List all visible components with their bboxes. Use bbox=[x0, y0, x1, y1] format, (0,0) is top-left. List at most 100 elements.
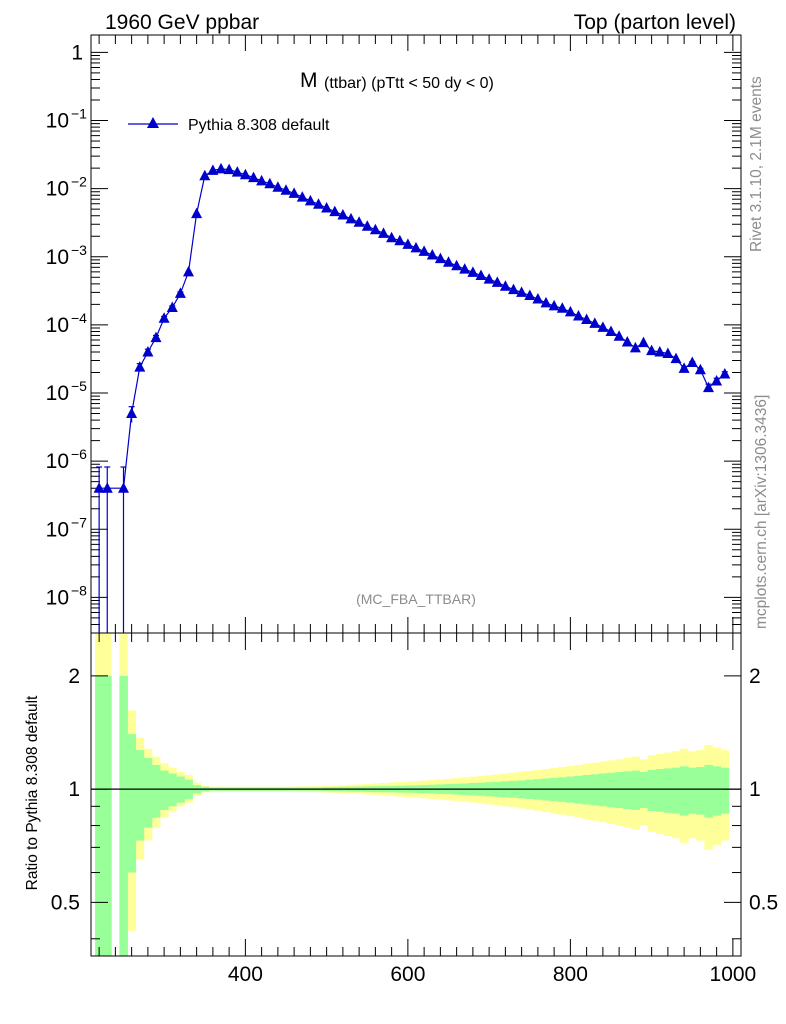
data-point bbox=[93, 482, 105, 493]
y-tick-label: 10 bbox=[46, 382, 69, 405]
data-point bbox=[166, 301, 178, 312]
main-y-axis-ticks bbox=[91, 35, 741, 634]
data-point bbox=[678, 362, 690, 373]
data-point bbox=[418, 245, 430, 256]
stat-uncertainty-band bbox=[143, 758, 153, 828]
data-point bbox=[207, 164, 219, 175]
data-point bbox=[638, 336, 649, 348]
stat-uncertainty-band bbox=[598, 773, 608, 807]
data-point bbox=[215, 162, 227, 174]
ratio-plot-frame bbox=[90, 632, 742, 957]
data-point bbox=[223, 163, 235, 175]
data-point bbox=[256, 174, 268, 186]
data-point bbox=[280, 184, 292, 195]
data-point bbox=[231, 166, 243, 177]
x-tick-label: 800 bbox=[553, 963, 588, 986]
data-point bbox=[629, 341, 641, 353]
data-point bbox=[508, 283, 519, 295]
data-point bbox=[199, 169, 211, 181]
stat-uncertainty-band bbox=[671, 767, 681, 814]
stat-uncertainty-band bbox=[663, 768, 673, 813]
ratio-bands bbox=[95, 633, 730, 956]
data-point bbox=[337, 209, 349, 220]
analysis-watermark: (MC_FBA_TTBAR) bbox=[356, 591, 476, 607]
stat-uncertainty-band bbox=[160, 770, 169, 810]
ratio-y-tick-label-right: 2 bbox=[749, 665, 761, 688]
y-tick-label: 10 bbox=[46, 246, 69, 269]
data-point bbox=[426, 249, 438, 260]
data-point bbox=[654, 346, 666, 357]
y-tick-label: 10 bbox=[46, 314, 69, 337]
data-point bbox=[467, 266, 479, 277]
data-point bbox=[402, 238, 414, 249]
legend-triangle-marker bbox=[147, 117, 159, 128]
y-tick-exponent: −5 bbox=[71, 378, 87, 394]
y-tick-exponent: −4 bbox=[71, 310, 87, 326]
data-point bbox=[589, 317, 601, 328]
data-point bbox=[540, 296, 552, 308]
data-point bbox=[475, 269, 487, 280]
stat-uncertainty-band bbox=[631, 770, 640, 810]
stat-uncertainty-band bbox=[688, 767, 697, 814]
header-right: Top (parton level) bbox=[574, 11, 736, 34]
y-tick-label: 10 bbox=[46, 450, 69, 473]
y-tick-label: 10 bbox=[46, 110, 69, 133]
data-point bbox=[126, 407, 138, 418]
data-point bbox=[451, 259, 463, 271]
ratio-y-tick-label-right: 0.5 bbox=[749, 891, 778, 914]
data-point bbox=[434, 252, 446, 264]
legend-label: Pythia 8.308 default bbox=[188, 117, 330, 134]
data-point bbox=[410, 241, 422, 253]
data-point bbox=[662, 347, 674, 358]
data-point bbox=[573, 310, 584, 321]
data-point bbox=[605, 325, 617, 336]
stat-uncertainty-band bbox=[127, 734, 137, 873]
data-point bbox=[548, 299, 560, 311]
main-y-axis-labels: 10 −810 −710 −610 −510 −410 −310 −210 −11 bbox=[46, 41, 88, 609]
data-point bbox=[670, 352, 682, 364]
data-point bbox=[174, 287, 186, 298]
y-tick-exponent: −6 bbox=[71, 446, 87, 462]
y-tick-exponent: −8 bbox=[71, 582, 87, 598]
data-point bbox=[313, 198, 324, 209]
data-point bbox=[142, 346, 154, 357]
data-point bbox=[118, 482, 129, 493]
x-tick-label: 400 bbox=[228, 963, 263, 986]
data-point bbox=[345, 212, 357, 224]
ratio-y-tick-label: 2 bbox=[68, 665, 80, 688]
x-tick-label: 600 bbox=[390, 963, 425, 986]
data-point bbox=[361, 220, 373, 231]
data-point bbox=[183, 265, 194, 277]
data-point bbox=[499, 280, 511, 291]
data-point bbox=[248, 171, 259, 183]
stat-uncertainty-band bbox=[103, 675, 112, 956]
y-tick-label: 10 bbox=[46, 586, 69, 609]
mcplots-label: mcplots.cern.ch [arXiv:1306.3436] bbox=[753, 395, 770, 629]
stat-uncertainty-band bbox=[615, 772, 624, 809]
data-point bbox=[711, 375, 723, 386]
plot-title-sub: (ttbar) (pTtt < 50 dy < 0) bbox=[324, 75, 494, 92]
data-point bbox=[703, 381, 714, 393]
stat-uncertainty-band bbox=[582, 775, 592, 805]
legend: Pythia 8.308 default bbox=[128, 117, 330, 134]
main-series bbox=[93, 162, 731, 633]
stat-uncertainty-band bbox=[135, 750, 145, 841]
data-point bbox=[483, 273, 495, 284]
data-point bbox=[581, 313, 593, 324]
rivet-version-label: Rivet 3.1.10, 2.1M events bbox=[748, 76, 765, 252]
stat-uncertainty-band bbox=[606, 772, 616, 808]
data-point bbox=[264, 177, 276, 189]
data-point bbox=[394, 234, 406, 246]
data-point bbox=[158, 312, 170, 323]
x-tick-label: 1000 bbox=[710, 963, 757, 986]
data-point bbox=[369, 223, 381, 235]
ratio-y-axis-title: Ratio to Pythia 8.308 default bbox=[24, 695, 41, 890]
stat-uncertainty-band bbox=[574, 775, 583, 804]
data-point bbox=[621, 336, 633, 347]
header-left: 1960 GeV ppbar bbox=[105, 11, 259, 34]
y-tick-exponent: −7 bbox=[71, 514, 87, 530]
stat-uncertainty-band bbox=[655, 769, 665, 812]
data-point bbox=[491, 276, 503, 287]
stat-uncertainty-band bbox=[623, 771, 632, 809]
